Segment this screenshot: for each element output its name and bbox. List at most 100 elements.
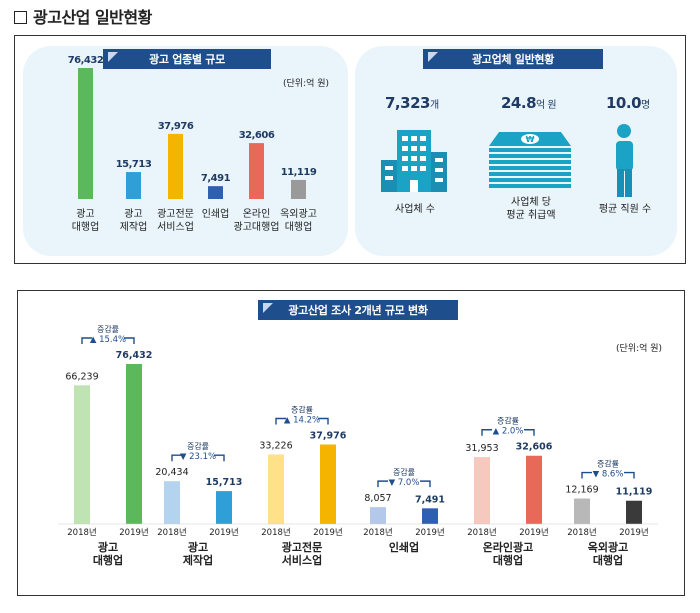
change-value-3: ▼ 7.0%: [389, 478, 420, 488]
year-label-2018-0: 2018년: [67, 527, 96, 538]
year-label-2019-0: 2019년: [119, 527, 148, 538]
bar-4: [249, 143, 264, 199]
bar-0: [78, 68, 93, 199]
change-value-5: ▼ 8.6%: [593, 470, 624, 480]
category-label-2: 광고전문 서비스업: [157, 208, 194, 233]
year-label-2019-1: 2019년: [209, 527, 238, 538]
category-label-1: 광고 제작업: [120, 208, 148, 233]
value-2018-2: 33,226: [259, 440, 292, 451]
category-label-3: 인쇄업: [202, 207, 230, 220]
change-value-1: ▼ 23.1%: [180, 452, 216, 462]
company-status-banner: 광고업체 일반현황: [423, 49, 603, 69]
page-title-text: 광고산업 일반현황: [33, 8, 152, 27]
two-year-change-banner: 광고산업 조사 2개년 규모 변화: [258, 300, 458, 320]
bar-2019-1: [216, 491, 232, 524]
bar-2019-0: [126, 364, 142, 524]
unit-label-2: (단위:억 원): [616, 344, 663, 354]
bar-value-label-1: 15,713: [116, 159, 152, 170]
change-bracket-0: [81, 337, 135, 344]
bar-2018-1: [164, 481, 180, 524]
change-caption-2: 증감률: [291, 405, 313, 415]
change-value-0: ▲ 15.4%: [90, 335, 126, 345]
industry-size-box: [23, 46, 348, 256]
value-2019-5: 11,119: [616, 487, 653, 498]
bar-2018-3: [370, 507, 386, 524]
change-caption-3: 증감률: [393, 467, 415, 477]
category-label-0: 광고 대행업: [72, 208, 100, 233]
value-2018-5: 12,169: [565, 485, 598, 496]
bar-2: [168, 133, 183, 199]
overview-panel: 광고 업종별 규모 광고업체 일반현황 (단위:억 원) 76,432 광고 대행업…: [14, 35, 686, 264]
value-2018-0: 66,239: [65, 371, 98, 382]
change-bracket-3: [377, 480, 431, 488]
unit-label: (단위:억 원): [283, 79, 330, 89]
change-bracket-2: [275, 417, 329, 425]
year-label-2018-4: 2018년: [467, 527, 496, 538]
value-2018-1: 20,434: [155, 467, 188, 478]
year-label-2018-2: 2018년: [261, 527, 290, 538]
bar-2019-4: [526, 455, 542, 524]
category-label-5: 옥외광고 대행업: [588, 540, 628, 567]
change-value-4: ▲ 2.0%: [493, 427, 524, 437]
industry-size-banner: 광고 업종별 규모: [103, 49, 271, 69]
value-2019-4: 32,606: [516, 442, 553, 453]
change-bracket-1: [171, 454, 225, 462]
change-caption-1: 증감률: [187, 441, 209, 451]
value-2019-0: 76,432: [116, 350, 153, 361]
two-year-change-panel: 광고산업 조사 2개년 규모 변화 (단위:억 원) 66,239 76,432 증…: [17, 290, 685, 596]
bar-value-label-2: 37,976: [158, 121, 194, 132]
year-label-2019-5: 2019년: [619, 527, 648, 538]
stat-company-count: 7,323개: [385, 94, 439, 112]
bar-2019-2: [320, 444, 336, 524]
value-2018-4: 31,953: [465, 443, 498, 454]
svg-text:₩: ₩: [526, 135, 535, 144]
bar-value-label-0: 76,432: [68, 55, 104, 66]
year-label-2018-3: 2018년: [363, 527, 392, 538]
bar-2018-5: [574, 498, 590, 524]
industry-size-chart: 76,432 광고 대행업 15,713 광고 제작업 37,976 광고전문 서비스업 7,49…: [68, 55, 318, 233]
checkbox-square-icon: [14, 11, 27, 24]
stat-avg-employees: 10.0명: [606, 94, 650, 112]
value-2019-3: 7,491: [415, 494, 445, 505]
category-label-1: 광고 제작업: [183, 541, 213, 567]
value-2018-3: 8,057: [364, 493, 391, 504]
change-bracket-5: [581, 471, 635, 479]
bar-3: [208, 186, 223, 199]
category-label-0: 광고 대행업: [93, 541, 123, 567]
stat-avg-employees-label: 평균 직원 수: [598, 204, 652, 215]
year-label-2019-4: 2019년: [519, 527, 548, 538]
stat-company-count-label: 사업체 수: [395, 204, 435, 215]
bar-value-label-4: 32,606: [239, 130, 275, 141]
change-bracket-4: [481, 429, 535, 436]
building-icon: [381, 130, 447, 192]
value-2019-1: 15,713: [206, 477, 243, 488]
category-label-5: 옥외광고 대행업: [280, 208, 317, 233]
stat-avg-volume-label: 사업체 당 평균 취급액: [506, 197, 556, 221]
year-label-2018-5: 2018년: [567, 527, 596, 538]
person-icon: [616, 124, 633, 197]
change-caption-4: 증감률: [497, 416, 519, 426]
change-caption-5: 증감률: [597, 459, 619, 469]
value-2019-2: 37,976: [310, 431, 347, 442]
bar-value-label-3: 7,491: [201, 173, 231, 184]
bar-5: [291, 179, 306, 199]
change-caption-0: 증감률: [97, 324, 119, 334]
year-label-2019-3: 2019년: [415, 527, 444, 538]
bar-2018-2: [268, 454, 284, 524]
year-label-2018-1: 2018년: [157, 527, 186, 538]
stat-avg-volume: 24.8억 원: [501, 94, 557, 112]
bar-2018-4: [474, 457, 490, 524]
bar-2019-5: [626, 500, 642, 524]
bar-2019-3: [422, 508, 438, 524]
bar-value-label-5: 11,119: [281, 167, 317, 178]
bar-1: [126, 172, 141, 199]
money-stack-icon: ₩: [489, 132, 571, 188]
change-value-2: ▲ 14.2%: [284, 416, 320, 426]
page-title: 광고산업 일반현황: [14, 4, 152, 28]
bar-2018-0: [74, 385, 90, 524]
year-label-2019-2: 2019년: [313, 527, 342, 538]
category-label-2: 광고전문 서비스업: [282, 540, 322, 567]
